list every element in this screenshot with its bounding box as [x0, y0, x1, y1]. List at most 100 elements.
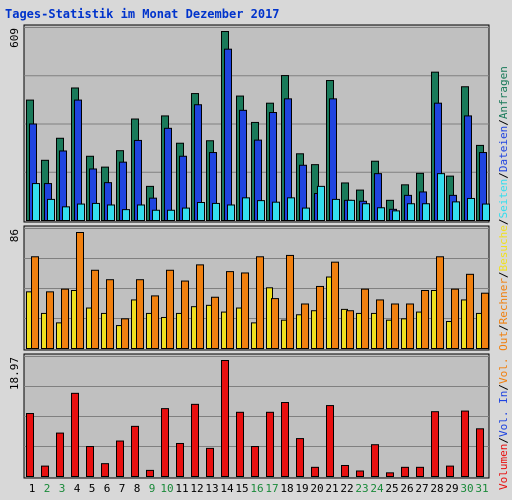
bar-dateien — [164, 127, 172, 222]
bar-rechner — [361, 288, 369, 349]
bar-seiten — [77, 203, 85, 222]
bar-seiten — [92, 202, 100, 221]
x-tick-label: 2 — [44, 482, 51, 495]
bar-rechner — [346, 310, 354, 349]
bar-volumen — [161, 408, 169, 478]
bar-seiten — [452, 201, 460, 221]
legend-vol-out: Vol. Out — [497, 331, 510, 384]
bar-rechner — [421, 290, 429, 349]
bar-volumen — [386, 472, 394, 478]
bar-rechner — [76, 232, 84, 349]
bar-seiten — [272, 201, 280, 221]
bar-volumen — [116, 440, 124, 478]
chart-title: Tages-Statistik im Monat Dezember 2017 — [5, 7, 280, 21]
bar-rechner — [301, 303, 309, 349]
bar-rechner — [406, 303, 414, 349]
bar-rechner — [241, 272, 249, 349]
bar-rechner — [226, 271, 234, 349]
bar-seiten — [257, 200, 265, 221]
bar-volumen — [281, 402, 289, 477]
bar-dateien — [224, 48, 232, 222]
bar-rechner — [91, 269, 99, 350]
bar-rechner — [136, 279, 144, 349]
x-tick-label: 20 — [310, 482, 323, 495]
bar-volumen — [416, 466, 424, 478]
x-tick-label: 1 — [29, 482, 36, 495]
bar-seiten — [437, 173, 445, 221]
bar-volumen — [101, 463, 109, 477]
bar-seiten — [182, 207, 190, 222]
bar-rechner — [436, 256, 444, 350]
bar-rechner — [166, 269, 174, 350]
legend-seiten: Seiten — [497, 179, 510, 219]
bar-volumen — [431, 411, 439, 477]
bar-seiten — [167, 209, 175, 222]
x-tick-label: 25 — [385, 482, 398, 495]
x-tick-label: 15 — [235, 482, 248, 495]
bar-rechner — [106, 279, 114, 349]
bar-seiten — [152, 209, 160, 222]
legend-dateien: Dateien — [497, 126, 510, 172]
bar-volumen — [251, 446, 259, 477]
bar-volumen — [131, 425, 139, 477]
bar-seiten — [137, 204, 145, 221]
bar-seiten — [62, 206, 70, 222]
x-tick-label: 5 — [89, 482, 96, 495]
bar-seiten — [227, 204, 235, 221]
bar-volumen — [371, 444, 379, 477]
bar-volumen — [266, 411, 274, 478]
bar-seiten — [242, 197, 250, 222]
svg-text:Volumen/Vol. In/Vol. Out/Rechn: Volumen/Vol. In/Vol. Out/Rechner/Besuche… — [497, 66, 510, 490]
bar-seiten — [467, 197, 475, 221]
bar-rechner — [376, 299, 384, 350]
bar-seiten — [302, 207, 310, 222]
bar-dateien — [74, 99, 82, 221]
bar-rechner — [181, 280, 189, 349]
legend-besuche: Besuche — [497, 225, 510, 271]
bar-seiten — [332, 198, 340, 221]
bar-rechner — [31, 256, 39, 350]
legend-sep-5: / — [497, 218, 510, 225]
vertical-legend: Volumen/Vol. In/Vol. Out/Rechner/Besuche… — [497, 66, 510, 490]
x-tick-label: 14 — [220, 482, 234, 495]
bar-seiten — [122, 209, 130, 221]
x-tick-label: 23 — [355, 482, 368, 495]
bar-seiten — [212, 202, 220, 221]
bar-rechner — [271, 298, 279, 349]
bar-volumen — [41, 465, 49, 478]
bar-volumen — [296, 438, 304, 477]
x-tick-label: 17 — [265, 482, 278, 495]
bar-rechner — [151, 295, 159, 350]
bar-volumen — [326, 405, 334, 478]
x-tick-label: 24 — [370, 482, 384, 495]
x-tick-label: 16 — [250, 482, 263, 495]
bar-rechner — [286, 254, 294, 350]
x-tick-label: 28 — [430, 482, 443, 495]
bar-seiten — [317, 185, 325, 222]
bar-rechner — [46, 291, 54, 350]
bar-volumen — [401, 466, 409, 478]
x-tick-label: 21 — [325, 482, 338, 495]
x-tick-label: 18 — [280, 482, 293, 495]
bar-seiten — [377, 207, 385, 222]
legend-sep-6: / — [497, 172, 510, 179]
bar-seiten — [392, 210, 400, 221]
bar-volumen — [206, 447, 214, 477]
bar-seiten — [347, 199, 355, 222]
x-tick-label: 31 — [475, 482, 488, 495]
legend-anfragen: Anfragen — [497, 66, 510, 119]
bar-rechner — [451, 288, 459, 349]
x-tick-label: 12 — [190, 482, 203, 495]
legend-volumen: Volumen — [497, 444, 510, 490]
bar-volumen — [86, 446, 94, 477]
bar-volumen — [476, 428, 484, 478]
x-tick-label: 8 — [134, 482, 141, 495]
bar-volumen — [461, 410, 469, 477]
bar-volumen — [356, 470, 364, 478]
x-tick-label: 4 — [74, 482, 81, 495]
bar-volumen — [236, 411, 244, 478]
y-max-label: 86 — [8, 229, 21, 242]
legend-sep-1: / — [497, 437, 510, 444]
bar-seiten — [362, 203, 370, 221]
